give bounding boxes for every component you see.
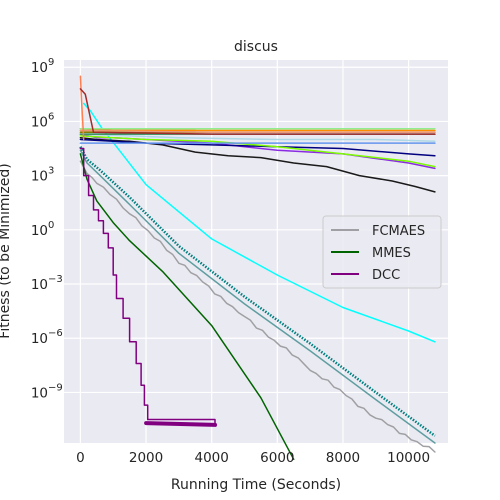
series-line — [79, 138, 436, 157]
y-tick-label: 10 — [31, 385, 48, 401]
y-tick-label: 10 — [31, 331, 48, 347]
series-line — [79, 160, 436, 453]
legend-label: DCC — [372, 268, 400, 283]
y-tick-base: 10 — [31, 331, 48, 347]
x-axis-label: Running Time (Seconds) — [171, 477, 341, 493]
y-tick-exponent: 3 — [48, 166, 54, 177]
series-line — [79, 129, 436, 134]
y-tick-base: 10 — [31, 223, 48, 239]
legend-frame — [322, 215, 442, 289]
y-tick-exponent: −3 — [48, 274, 63, 285]
y-axis-label: Fitness (to be Minimized) — [0, 163, 13, 338]
x-tick-labels: 0 2000 4000 6000 8000 10000 — [76, 450, 430, 466]
legend-label: MMES — [372, 246, 411, 261]
y-tick-base: 10 — [31, 60, 48, 76]
x-tick-label: 2000 — [129, 450, 163, 466]
series-line — [79, 135, 436, 168]
y-tick-base: 10 — [31, 114, 48, 130]
x-tick-label: 0 — [76, 450, 85, 466]
series-line — [79, 75, 85, 141]
y-tick-base: 10 — [31, 169, 48, 185]
series-line — [82, 102, 436, 343]
series-line — [79, 153, 295, 461]
series-line — [79, 149, 436, 444]
y-tick-exponent: 9 — [48, 57, 54, 68]
legend-label: FCMAES — [372, 224, 425, 239]
y-tick-base: 10 — [31, 385, 48, 401]
x-tick-label: 8000 — [326, 450, 360, 466]
y-tick-label: 10 — [31, 114, 48, 130]
x-tick-label: 10000 — [387, 450, 430, 466]
series-line — [79, 136, 436, 193]
y-tick-label: 10 — [31, 169, 48, 185]
series-line — [79, 147, 216, 426]
chart-title: discus — [234, 39, 278, 55]
y-tick-label: 10 — [31, 277, 48, 293]
y-tick-base: 10 — [31, 277, 48, 293]
series-line — [79, 88, 436, 135]
y-tick-exponent: −6 — [48, 328, 63, 339]
x-tick-label: 4000 — [195, 450, 229, 466]
y-tick-label: 10 — [31, 223, 48, 239]
x-tick-label: 6000 — [260, 450, 294, 466]
y-tick-exponent: 6 — [48, 111, 54, 122]
series-layer — [79, 75, 436, 461]
y-tick-exponent: 0 — [48, 220, 54, 231]
series-line — [79, 133, 436, 143]
series-line — [144, 421, 217, 427]
y-tick-exponent: −9 — [48, 382, 63, 393]
y-tick-label: 10 — [31, 60, 48, 76]
legend: FCMAES MMES DCC — [322, 215, 442, 289]
